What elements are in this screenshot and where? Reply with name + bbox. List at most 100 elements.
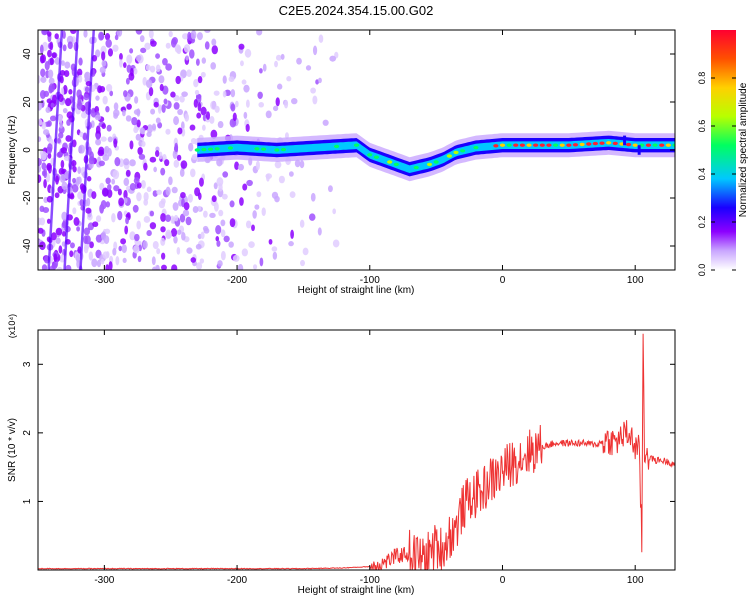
noise-blob	[149, 210, 155, 217]
noise-blob	[38, 217, 42, 226]
noise-blob	[124, 225, 129, 235]
noise-blob	[308, 213, 316, 221]
noise-blob	[188, 142, 194, 152]
noise-blob	[275, 97, 280, 107]
noise-blob	[65, 135, 72, 142]
noise-blob	[179, 168, 185, 178]
noise-blob	[99, 85, 106, 93]
noise-blob	[252, 210, 257, 219]
noise-blob	[61, 181, 68, 191]
noise-blob	[96, 133, 100, 140]
noise-blob	[48, 85, 53, 94]
noise-blob	[241, 79, 247, 85]
noise-blob	[118, 245, 123, 252]
noise-blob	[187, 31, 192, 41]
noise-blob	[64, 61, 71, 69]
noise-blob	[133, 67, 138, 75]
noise-blob	[100, 258, 105, 265]
y-tick-label: 40	[22, 48, 33, 60]
noise-blob	[305, 65, 312, 71]
noise-blob	[251, 224, 255, 232]
ridge-peak	[539, 143, 545, 147]
noise-blob	[125, 77, 130, 85]
spectrogram-x-label: Height of straight line (km)	[298, 285, 415, 296]
noise-blob	[288, 171, 294, 177]
noise-blob	[195, 58, 200, 66]
snr-y-axis: 1 2 3	[22, 361, 675, 504]
noise-blob	[58, 132, 64, 139]
noise-blob	[59, 173, 66, 183]
ridge-peak	[665, 143, 671, 147]
ridge-peak	[659, 143, 665, 147]
noise-blob	[139, 127, 146, 135]
noise-blob	[136, 192, 142, 202]
noise-blob	[153, 166, 157, 173]
ridge-peak	[280, 147, 287, 152]
noise-blob	[215, 224, 222, 235]
noise-blob	[245, 220, 252, 229]
noise-blob	[76, 226, 80, 232]
ridge-peak	[625, 142, 632, 147]
noise-blob	[112, 247, 117, 256]
noise-blob	[197, 102, 202, 112]
noise-blob	[232, 112, 237, 122]
noise-blob	[213, 90, 220, 96]
noise-blob	[105, 201, 111, 208]
ridge-peak	[599, 141, 605, 145]
noise-blob	[286, 76, 292, 82]
noise-blob	[196, 112, 202, 119]
noise-blob	[41, 264, 48, 270]
noise-blob	[71, 184, 79, 193]
snr-series-line	[38, 333, 675, 570]
spectrogram-ridge	[194, 130, 675, 182]
noise-blob	[176, 247, 181, 255]
snr-x-axis: -300 -200 -100 0 100	[94, 330, 644, 586]
ridge-peak	[440, 157, 446, 162]
noise-blob	[259, 68, 263, 74]
noise-blob	[125, 115, 132, 122]
noise-blob	[111, 178, 116, 185]
snr-x-label: Height of straight line (km)	[298, 585, 415, 596]
noise-blob	[103, 147, 108, 157]
noise-blob	[175, 75, 181, 85]
ridge-peak	[367, 153, 373, 157]
noise-blob	[125, 217, 129, 225]
ridge-peak	[380, 157, 386, 162]
noise-blob	[197, 76, 203, 84]
noise-blob	[122, 109, 126, 117]
colorbar-gradient	[711, 30, 736, 270]
noise-blob	[229, 218, 236, 228]
noise-blob	[95, 138, 102, 146]
noise-blob	[59, 254, 66, 263]
noise-blob	[172, 149, 178, 160]
y-tick-label: 20	[22, 96, 33, 108]
noise-blob	[193, 98, 198, 108]
noise-blob	[53, 253, 58, 263]
ridge-peak	[493, 144, 499, 148]
noise-blob	[139, 35, 145, 43]
noise-blob	[61, 60, 65, 66]
noise-blob	[102, 154, 110, 161]
noise-blob	[40, 151, 47, 161]
ridge-peak	[241, 146, 247, 150]
noise-blob	[54, 57, 60, 65]
noise-blob	[66, 35, 74, 45]
noise-blob	[204, 30, 211, 33]
noise-blob	[165, 214, 172, 222]
noise-blob	[290, 229, 294, 239]
noise-blob	[73, 217, 80, 226]
noise-blob	[80, 111, 88, 119]
noise-blob	[58, 245, 63, 254]
noise-blob	[129, 140, 134, 150]
ridge-peak	[506, 143, 512, 147]
noise-blob	[190, 30, 197, 40]
ridge-peak	[546, 143, 552, 147]
noise-blob	[217, 121, 224, 129]
noise-blob	[135, 55, 142, 62]
noise-blob	[245, 99, 250, 108]
noise-blob	[217, 260, 223, 267]
noise-blob	[69, 250, 74, 258]
noise-blob	[47, 152, 52, 159]
